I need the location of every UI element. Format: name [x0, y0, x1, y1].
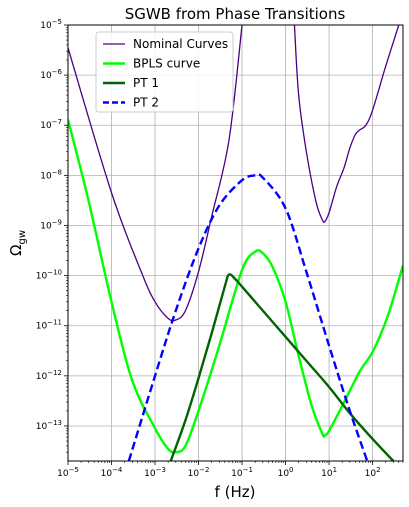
y-tick-label: 10−12	[36, 369, 62, 382]
series-layer	[68, 25, 403, 461]
x-tick-label: 10−5	[57, 466, 79, 479]
y-tick-label: 10−5	[40, 18, 62, 31]
series-line-pt-1	[169, 273, 395, 461]
legend-label-pt-1: PT 1	[133, 76, 159, 90]
x-tick-label: 10−1	[231, 466, 253, 479]
y-tick-label: 10−10	[36, 269, 62, 282]
x-tick-label: 102	[365, 466, 381, 479]
series-line-pt-2	[127, 173, 369, 461]
x-tick-label: 10−4	[101, 466, 123, 479]
y-tick-label: 10−9	[40, 218, 62, 231]
legend-label-nominal-curves: Nominal Curves	[133, 37, 228, 51]
x-axis-ticks: 10−5 10−4 10−3 10−2 10−1 100 101 102	[57, 461, 404, 479]
x-tick-label: 100	[278, 466, 294, 479]
x-tick-label: 10−2	[188, 466, 210, 479]
chart-title: SGWB from Phase Transitions	[125, 5, 346, 23]
legend-box	[95, 31, 234, 113]
series-line-nominal-curves	[293, 25, 400, 224]
y-tick-label: 10−11	[36, 319, 62, 332]
series-line-nominal-curves	[68, 25, 243, 322]
y-axis-label-main: Ω	[7, 245, 25, 256]
series-line-bpls-curve	[68, 119, 403, 454]
y-tick-label: 10−13	[36, 419, 62, 432]
x-tick-label: 101	[321, 466, 337, 479]
y-tick-label: 10−6	[40, 68, 62, 81]
y-tick-label: 10−7	[40, 118, 62, 131]
legend-label-bpls-curve: BPLS curve	[133, 57, 200, 71]
legend: Nominal Curves BPLS curve PT 1 PT 2	[95, 31, 234, 113]
x-tick-label: 10−3	[144, 466, 166, 479]
y-axis-ticks: 10−13 10−12 10−11 10−10 10−9 10−8 10−7 10−6 10−5	[36, 18, 68, 453]
legend-label-pt-2: PT 2	[133, 96, 159, 110]
grid-lines	[67, 24, 403, 461]
y-axis-label-sub: gw	[17, 230, 28, 245]
x-axis-label: f (Hz)	[215, 483, 256, 501]
y-axis-label: Ωgw	[7, 230, 28, 256]
y-tick-label: 10−8	[40, 168, 62, 181]
